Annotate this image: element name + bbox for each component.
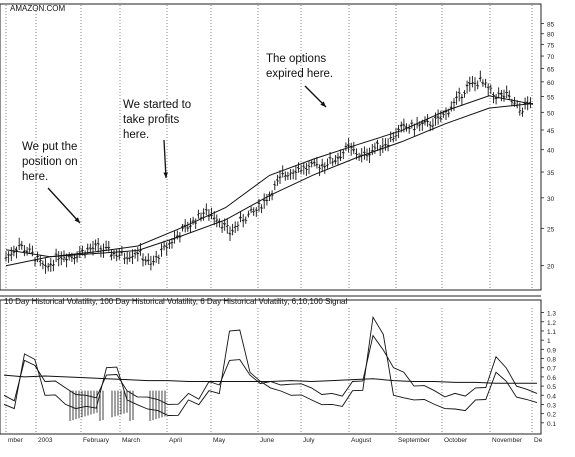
x-axis: mber 2003 February March April May June July Aug… <box>8 437 543 444</box>
price-bar-open <box>273 184 274 185</box>
price-bar-open <box>505 92 506 93</box>
volatility-y-tick-label: 1.3 <box>547 311 556 318</box>
volatility-y-tick-label: 0.7 <box>547 366 556 373</box>
price-bar-open <box>181 227 182 228</box>
price-y-tick-label: 85 <box>547 22 555 29</box>
price-y-tick-label: 65 <box>547 66 555 73</box>
volatility-y-tick-label: 1.2 <box>547 320 556 327</box>
price-bar-open <box>392 139 393 140</box>
annotation-take-profits: We started to take profits here. <box>123 98 191 143</box>
price-bar-open <box>271 194 272 195</box>
volatility-y-tick-label: 1 <box>547 338 551 345</box>
volatility-y-tick-label: 0.2 <box>547 412 556 419</box>
x-tick-label: August <box>351 437 371 444</box>
price-y-tick-label: 30 <box>547 196 555 203</box>
price-bar-open <box>157 257 158 258</box>
x-tick-label: March <box>122 437 140 444</box>
annotation-arrow-shaft <box>48 188 80 223</box>
price-bar-open <box>302 166 303 167</box>
volatility-y-axis: 0.1 0.2 0.3 0.4 0.5 0.6 0.7 0.8 0.9 1 1.1 1.2 1.3 <box>541 311 556 428</box>
volatility-lines <box>4 317 537 415</box>
price-bar-open <box>363 152 364 153</box>
annotation-arrow-head <box>163 172 168 178</box>
price-y-tick-label: 25 <box>547 226 555 233</box>
price-bar-open <box>139 251 140 252</box>
price-y-tick-label: 50 <box>547 110 555 117</box>
x-tick-label: September <box>398 437 431 444</box>
x-tick-label: February <box>83 437 110 444</box>
10-day-volatility-line <box>4 336 537 405</box>
x-tick-label: May <box>213 437 226 444</box>
moving-average-long-line <box>6 104 533 266</box>
volatility-y-tick-label: 0.8 <box>547 357 556 364</box>
price-y-tick-label: 60 <box>547 80 555 87</box>
volatility-y-tick-label: 0.3 <box>547 402 556 409</box>
price-bar-open <box>366 155 367 156</box>
x-tick-label: mber <box>8 437 24 444</box>
price-y-tick-label: 45 <box>547 128 555 135</box>
price-chart-title: AMAZON.COM <box>10 4 65 13</box>
price-bar-open <box>7 255 8 256</box>
x-tick-label: October <box>444 437 468 444</box>
price-bar-open <box>5 258 6 259</box>
price-bar-open <box>305 168 306 169</box>
x-tick-label: July <box>303 437 315 444</box>
price-y-axis: 20 25 30 35 40 45 50 55 60 65 70 75 80 85 <box>541 22 555 271</box>
x-tick-label: June <box>260 437 274 444</box>
volatility-y-tick-label: 0.5 <box>547 384 556 391</box>
volatility-y-tick-label: 0.9 <box>547 347 556 354</box>
price-y-tick-label: 35 <box>547 170 555 177</box>
x-tick-label: 2003 <box>38 437 53 444</box>
price-bars <box>5 71 532 274</box>
price-bar-open <box>418 126 419 127</box>
price-y-tick-label: 80 <box>547 32 555 39</box>
volatility-y-tick-label: 1.1 <box>547 329 556 336</box>
x-tick-label: November <box>492 437 523 444</box>
price-bar-open <box>208 216 209 217</box>
price-y-tick-label: 70 <box>547 54 555 61</box>
annotation-arrow-shaft <box>164 140 166 178</box>
volatility-y-tick-label: 0.4 <box>547 393 556 400</box>
price-y-tick-label: 20 <box>547 264 555 271</box>
price-y-tick-label: 55 <box>547 94 555 101</box>
x-tick-label: De <box>534 437 543 444</box>
price-bar-open <box>526 102 527 103</box>
price-y-tick-label: 75 <box>547 43 555 50</box>
price-bar-open <box>163 247 164 248</box>
price-y-tick-label: 40 <box>547 148 555 155</box>
volatility-y-tick-label: 0.6 <box>547 375 556 382</box>
6-day-volatility-line <box>4 317 537 415</box>
moving-averages <box>6 96 533 266</box>
x-tick-label: April <box>169 437 183 444</box>
annotation-position-on: We put the position on here. <box>22 140 78 185</box>
annotation-options-expired: The options expired here. <box>266 52 333 82</box>
price-bar-open <box>492 94 493 95</box>
volatility-chart-title: 10 Day Historical Volatility, 100 Day Hi… <box>4 297 347 306</box>
volatility-y-tick-label: 0.1 <box>547 421 556 428</box>
100-day-volatility-line <box>4 375 537 383</box>
moving-average-short-line <box>6 96 533 257</box>
